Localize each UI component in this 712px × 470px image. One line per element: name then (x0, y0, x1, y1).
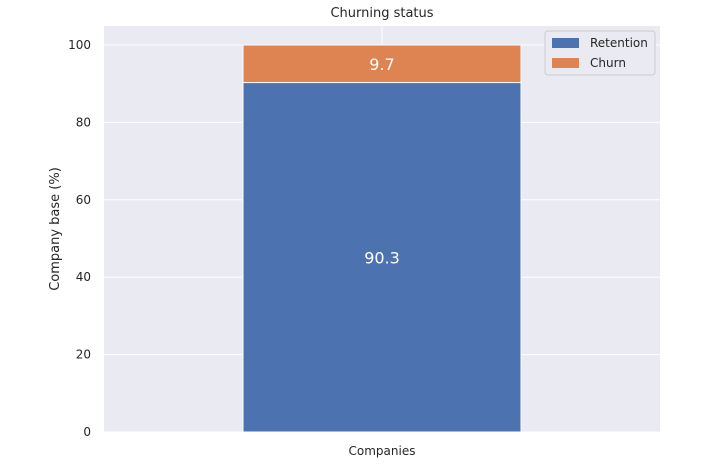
bars (242, 44, 522, 433)
y-tick-label: 80 (76, 115, 91, 129)
legend-label-churn: Churn (590, 56, 626, 70)
data-labels: 90.3 9.7 (364, 55, 400, 268)
data-label-retention: 90.3 (364, 248, 400, 267)
x-tick-labels: Companies (349, 444, 416, 458)
y-tick-label: 20 (76, 348, 91, 362)
y-axis-label: Company base (%) (48, 167, 63, 291)
y-tick-label: 100 (68, 38, 91, 52)
bar-retention (242, 82, 522, 433)
x-tick-label: Companies (349, 444, 416, 458)
bar-churn (242, 44, 522, 84)
legend-swatch-churn (552, 58, 579, 68)
y-tick-label: 0 (83, 425, 91, 439)
legend: Retention Churn (544, 30, 656, 76)
legend-label-retention: Retention (590, 36, 648, 50)
y-tick-label: 40 (76, 270, 91, 284)
chart-title: Churning status (330, 6, 433, 21)
y-tick-labels: 0 20 40 60 80 100 (68, 38, 91, 439)
legend-swatch-retention (552, 38, 579, 48)
y-tick-label: 60 (76, 193, 91, 207)
data-label-churn: 9.7 (369, 55, 394, 74)
